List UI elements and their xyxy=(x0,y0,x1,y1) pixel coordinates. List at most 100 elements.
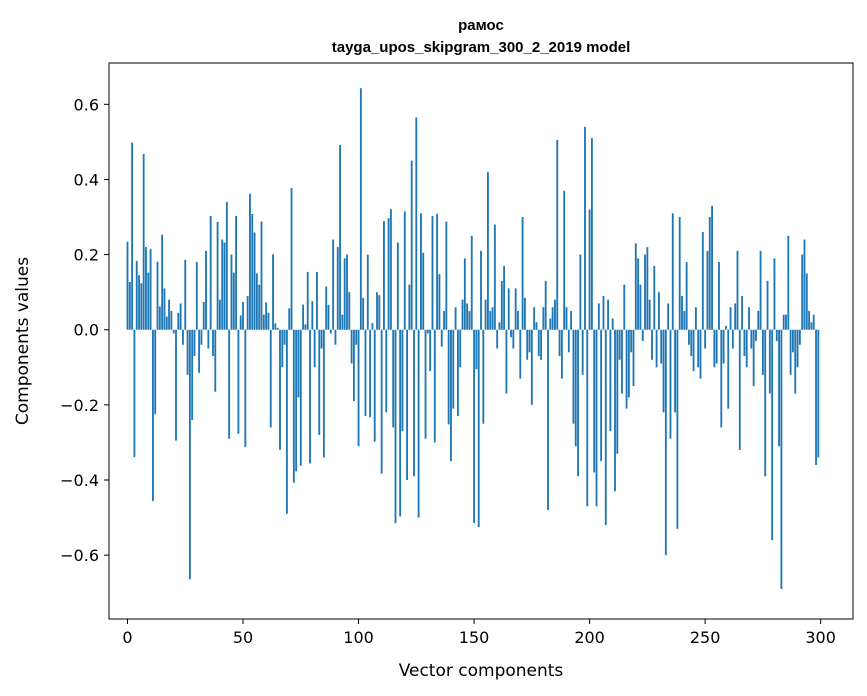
bar xyxy=(193,329,196,357)
bar xyxy=(161,234,164,330)
bar xyxy=(239,315,242,330)
bar xyxy=(170,310,173,330)
bar xyxy=(336,247,339,330)
bar xyxy=(787,235,790,330)
bar xyxy=(484,299,487,330)
bar xyxy=(597,303,600,330)
bar xyxy=(202,301,205,330)
bar xyxy=(588,209,591,330)
bar xyxy=(785,314,787,330)
bar xyxy=(674,329,677,413)
bar xyxy=(611,318,614,330)
bar xyxy=(309,329,311,464)
bar xyxy=(699,329,702,379)
bar xyxy=(646,247,649,330)
bar xyxy=(678,217,681,330)
bar xyxy=(408,284,411,330)
bar xyxy=(556,140,559,330)
bar xyxy=(426,329,429,334)
bar xyxy=(145,247,147,330)
bar xyxy=(579,254,582,330)
bar xyxy=(151,329,154,502)
bar xyxy=(313,329,316,368)
bar xyxy=(468,310,471,330)
bar xyxy=(540,329,542,360)
bar xyxy=(371,322,374,330)
bar xyxy=(805,273,808,330)
bar xyxy=(195,262,198,330)
bar xyxy=(260,221,263,330)
bar xyxy=(329,329,332,334)
bar xyxy=(327,304,330,330)
bar xyxy=(316,271,318,330)
bar xyxy=(584,126,586,330)
bar xyxy=(761,329,764,375)
bar xyxy=(554,299,556,330)
bar xyxy=(639,284,642,330)
bar xyxy=(549,318,552,330)
bar xyxy=(560,329,563,379)
bar xyxy=(801,254,804,330)
bar xyxy=(177,312,180,330)
bar xyxy=(572,329,575,424)
bar xyxy=(704,329,707,349)
bar xyxy=(713,329,716,368)
bar xyxy=(623,284,626,330)
bar xyxy=(715,329,718,364)
y-axis-label: Components values xyxy=(13,257,33,425)
bar xyxy=(722,329,725,364)
bar xyxy=(332,239,335,330)
bar xyxy=(443,310,445,330)
bar xyxy=(577,329,579,477)
bar xyxy=(343,258,346,330)
bar xyxy=(510,329,512,338)
bar xyxy=(399,329,402,517)
bar xyxy=(690,329,693,357)
y-tick-label: 0.4 xyxy=(74,170,99,189)
bar xyxy=(519,329,522,379)
bar xyxy=(191,329,194,420)
bar xyxy=(318,329,321,435)
y-tick-label: −0.2 xyxy=(60,396,99,415)
bar xyxy=(389,209,392,330)
bar xyxy=(632,329,635,387)
bar xyxy=(473,329,475,524)
bar xyxy=(346,254,348,330)
bar xyxy=(392,329,395,428)
bar xyxy=(812,314,815,330)
bar xyxy=(503,265,506,330)
bar xyxy=(413,329,415,477)
bar xyxy=(292,329,295,483)
bar xyxy=(281,329,284,368)
bar xyxy=(214,329,217,392)
bar xyxy=(697,329,700,368)
bar xyxy=(759,250,762,330)
bar xyxy=(218,299,221,330)
bar xyxy=(480,250,482,330)
bar xyxy=(288,308,291,330)
bar xyxy=(165,316,168,330)
x-tick-label: 300 xyxy=(805,628,836,647)
bar xyxy=(551,307,554,330)
bar xyxy=(688,329,690,345)
bar xyxy=(212,329,214,357)
bar xyxy=(798,329,801,345)
bar xyxy=(685,262,688,330)
bar xyxy=(461,299,464,330)
bar xyxy=(648,299,651,330)
bar xyxy=(641,329,644,341)
bar xyxy=(216,221,219,330)
bar xyxy=(436,213,439,330)
bar xyxy=(172,329,175,334)
bar xyxy=(154,329,157,415)
bar xyxy=(604,329,607,526)
bar xyxy=(618,329,621,360)
bar xyxy=(657,292,660,330)
bar xyxy=(782,314,785,330)
bar xyxy=(616,329,619,454)
bar xyxy=(334,329,337,345)
bar xyxy=(533,307,536,330)
bar xyxy=(489,310,492,330)
bar xyxy=(325,286,328,330)
bar xyxy=(718,262,720,330)
